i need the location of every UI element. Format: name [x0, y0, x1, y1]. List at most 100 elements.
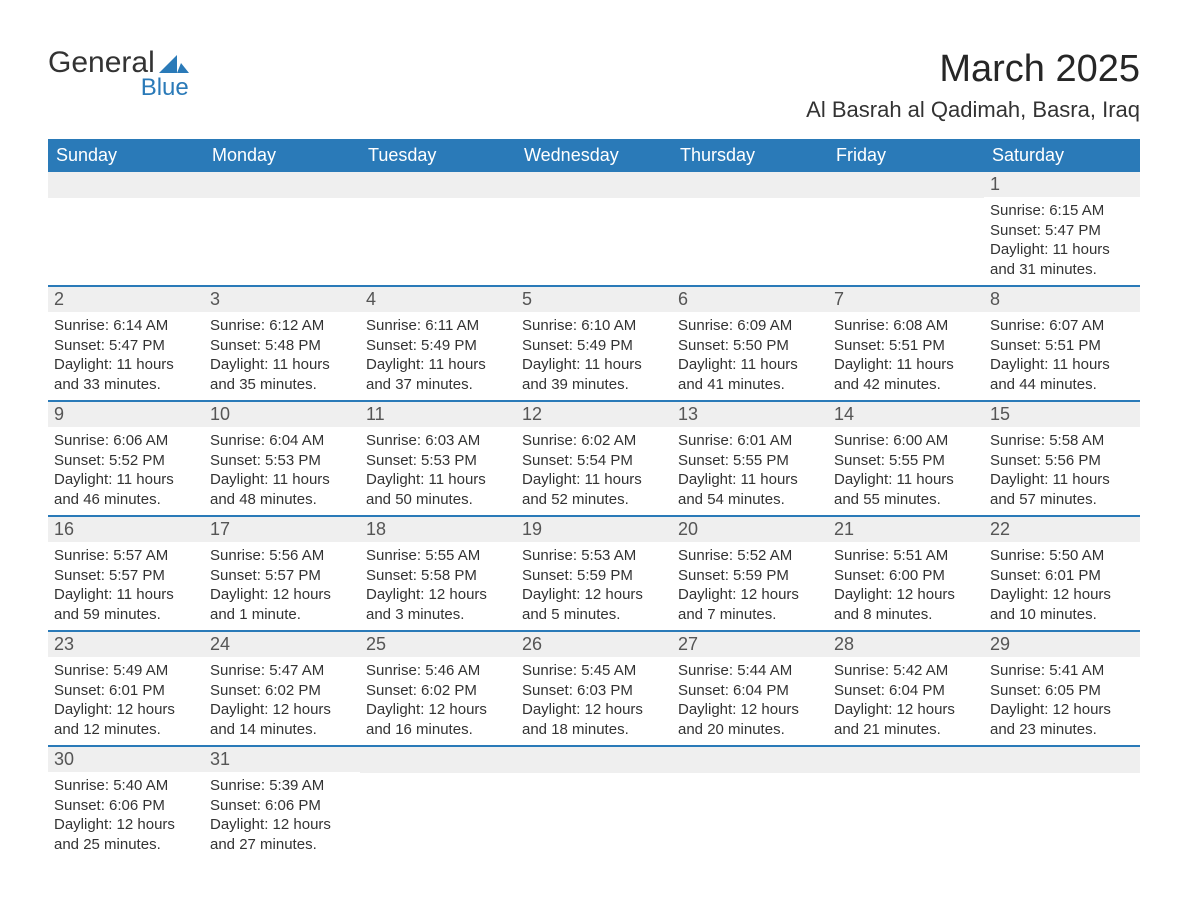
sunset-line: Sunset: 5:58 PM: [366, 566, 510, 586]
calendar-day: 23Sunrise: 5:49 AMSunset: 6:01 PMDayligh…: [48, 631, 204, 746]
sunrise-line: Sunrise: 5:42 AM: [834, 661, 978, 681]
sunset-line: Sunset: 6:01 PM: [990, 566, 1134, 586]
logo-text-general: General: [48, 48, 155, 78]
day-number: 31: [204, 747, 360, 772]
calendar-day: 11Sunrise: 6:03 AMSunset: 5:53 PMDayligh…: [360, 401, 516, 516]
sunrise-line: Sunrise: 6:02 AM: [522, 431, 666, 451]
day-header: Saturday: [984, 139, 1140, 172]
day-details: Sunrise: 5:46 AMSunset: 6:02 PMDaylight:…: [360, 657, 516, 745]
sunrise-line: Sunrise: 5:44 AM: [678, 661, 822, 681]
sunrise-line: Sunrise: 5:50 AM: [990, 546, 1134, 566]
day-number: 26: [516, 632, 672, 657]
calendar-day: 5Sunrise: 6:10 AMSunset: 5:49 PMDaylight…: [516, 286, 672, 401]
calendar-table: SundayMondayTuesdayWednesdayThursdayFrid…: [48, 139, 1140, 860]
logo-text-blue: Blue: [106, 76, 189, 100]
day-details: Sunrise: 5:44 AMSunset: 6:04 PMDaylight:…: [672, 657, 828, 745]
calendar-empty: [516, 172, 672, 286]
calendar-day: 3Sunrise: 6:12 AMSunset: 5:48 PMDaylight…: [204, 286, 360, 401]
day-number: 8: [984, 287, 1140, 312]
calendar-day: 2Sunrise: 6:14 AMSunset: 5:47 PMDaylight…: [48, 286, 204, 401]
sunrise-line: Sunrise: 6:03 AM: [366, 431, 510, 451]
calendar-empty: [984, 746, 1140, 860]
sunrise-line: Sunrise: 5:45 AM: [522, 661, 666, 681]
calendar-day: 10Sunrise: 6:04 AMSunset: 5:53 PMDayligh…: [204, 401, 360, 516]
calendar-empty: [672, 746, 828, 860]
calendar-row: 2Sunrise: 6:14 AMSunset: 5:47 PMDaylight…: [48, 286, 1140, 401]
day-number: 17: [204, 517, 360, 542]
sunrise-line: Sunrise: 5:40 AM: [54, 776, 198, 796]
calendar-day: 14Sunrise: 6:00 AMSunset: 5:55 PMDayligh…: [828, 401, 984, 516]
day-number: 12: [516, 402, 672, 427]
sunset-line: Sunset: 5:47 PM: [990, 221, 1134, 241]
day-details: Sunrise: 6:01 AMSunset: 5:55 PMDaylight:…: [672, 427, 828, 515]
sunset-line: Sunset: 5:51 PM: [990, 336, 1134, 356]
calendar-day: 8Sunrise: 6:07 AMSunset: 5:51 PMDaylight…: [984, 286, 1140, 401]
day-number: 23: [48, 632, 204, 657]
sunrise-line: Sunrise: 6:00 AM: [834, 431, 978, 451]
sunset-line: Sunset: 5:53 PM: [210, 451, 354, 471]
sunrise-line: Sunrise: 5:55 AM: [366, 546, 510, 566]
daylight-line: Daylight: 12 hours and 10 minutes.: [990, 585, 1134, 624]
sunset-line: Sunset: 5:47 PM: [54, 336, 198, 356]
calendar-row: 1Sunrise: 6:15 AMSunset: 5:47 PMDaylight…: [48, 172, 1140, 286]
day-number: 21: [828, 517, 984, 542]
daylight-line: Daylight: 11 hours and 48 minutes.: [210, 470, 354, 509]
sunset-line: Sunset: 5:48 PM: [210, 336, 354, 356]
sunrise-line: Sunrise: 5:53 AM: [522, 546, 666, 566]
sunrise-line: Sunrise: 6:10 AM: [522, 316, 666, 336]
calendar-empty: [828, 172, 984, 286]
day-details: Sunrise: 5:57 AMSunset: 5:57 PMDaylight:…: [48, 542, 204, 630]
day-details: Sunrise: 6:09 AMSunset: 5:50 PMDaylight:…: [672, 312, 828, 400]
day-details: Sunrise: 5:39 AMSunset: 6:06 PMDaylight:…: [204, 772, 360, 860]
daylight-line: Daylight: 11 hours and 33 minutes.: [54, 355, 198, 394]
day-details: Sunrise: 5:56 AMSunset: 5:57 PMDaylight:…: [204, 542, 360, 630]
daylight-line: Daylight: 12 hours and 3 minutes.: [366, 585, 510, 624]
daylight-line: Daylight: 12 hours and 1 minute.: [210, 585, 354, 624]
daylight-line: Daylight: 12 hours and 25 minutes.: [54, 815, 198, 854]
calendar-day: 30Sunrise: 5:40 AMSunset: 6:06 PMDayligh…: [48, 746, 204, 860]
page-subtitle: Al Basrah al Qadimah, Basra, Iraq: [806, 97, 1140, 123]
sunset-line: Sunset: 5:49 PM: [366, 336, 510, 356]
sunset-line: Sunset: 5:59 PM: [678, 566, 822, 586]
calendar-day: 17Sunrise: 5:56 AMSunset: 5:57 PMDayligh…: [204, 516, 360, 631]
calendar-day: 13Sunrise: 6:01 AMSunset: 5:55 PMDayligh…: [672, 401, 828, 516]
day-header: Monday: [204, 139, 360, 172]
day-number: 14: [828, 402, 984, 427]
daylight-line: Daylight: 11 hours and 35 minutes.: [210, 355, 354, 394]
day-details: Sunrise: 6:06 AMSunset: 5:52 PMDaylight:…: [48, 427, 204, 515]
day-number: 28: [828, 632, 984, 657]
day-number: 11: [360, 402, 516, 427]
sunset-line: Sunset: 6:04 PM: [834, 681, 978, 701]
logo: General Blue: [48, 48, 189, 100]
daylight-line: Daylight: 12 hours and 18 minutes.: [522, 700, 666, 739]
sunrise-line: Sunrise: 6:07 AM: [990, 316, 1134, 336]
day-details: Sunrise: 6:03 AMSunset: 5:53 PMDaylight:…: [360, 427, 516, 515]
calendar-day: 22Sunrise: 5:50 AMSunset: 6:01 PMDayligh…: [984, 516, 1140, 631]
calendar-row: 16Sunrise: 5:57 AMSunset: 5:57 PMDayligh…: [48, 516, 1140, 631]
day-number: 7: [828, 287, 984, 312]
day-number: 13: [672, 402, 828, 427]
sunrise-line: Sunrise: 6:06 AM: [54, 431, 198, 451]
calendar-day: 7Sunrise: 6:08 AMSunset: 5:51 PMDaylight…: [828, 286, 984, 401]
sunrise-line: Sunrise: 6:01 AM: [678, 431, 822, 451]
day-details: Sunrise: 6:10 AMSunset: 5:49 PMDaylight:…: [516, 312, 672, 400]
calendar-empty: [828, 746, 984, 860]
calendar-row: 30Sunrise: 5:40 AMSunset: 6:06 PMDayligh…: [48, 746, 1140, 860]
day-number: 27: [672, 632, 828, 657]
sunset-line: Sunset: 6:01 PM: [54, 681, 198, 701]
day-details: Sunrise: 5:55 AMSunset: 5:58 PMDaylight:…: [360, 542, 516, 630]
sunrise-line: Sunrise: 6:04 AM: [210, 431, 354, 451]
day-header: Tuesday: [360, 139, 516, 172]
day-details: Sunrise: 6:14 AMSunset: 5:47 PMDaylight:…: [48, 312, 204, 400]
day-details: Sunrise: 6:08 AMSunset: 5:51 PMDaylight:…: [828, 312, 984, 400]
daylight-line: Daylight: 12 hours and 23 minutes.: [990, 700, 1134, 739]
day-number: 9: [48, 402, 204, 427]
day-details: Sunrise: 5:51 AMSunset: 6:00 PMDaylight:…: [828, 542, 984, 630]
sunrise-line: Sunrise: 5:57 AM: [54, 546, 198, 566]
calendar-day: 19Sunrise: 5:53 AMSunset: 5:59 PMDayligh…: [516, 516, 672, 631]
day-details: Sunrise: 6:04 AMSunset: 5:53 PMDaylight:…: [204, 427, 360, 515]
calendar-day: 27Sunrise: 5:44 AMSunset: 6:04 PMDayligh…: [672, 631, 828, 746]
day-header: Thursday: [672, 139, 828, 172]
calendar-day: 16Sunrise: 5:57 AMSunset: 5:57 PMDayligh…: [48, 516, 204, 631]
sunset-line: Sunset: 5:53 PM: [366, 451, 510, 471]
